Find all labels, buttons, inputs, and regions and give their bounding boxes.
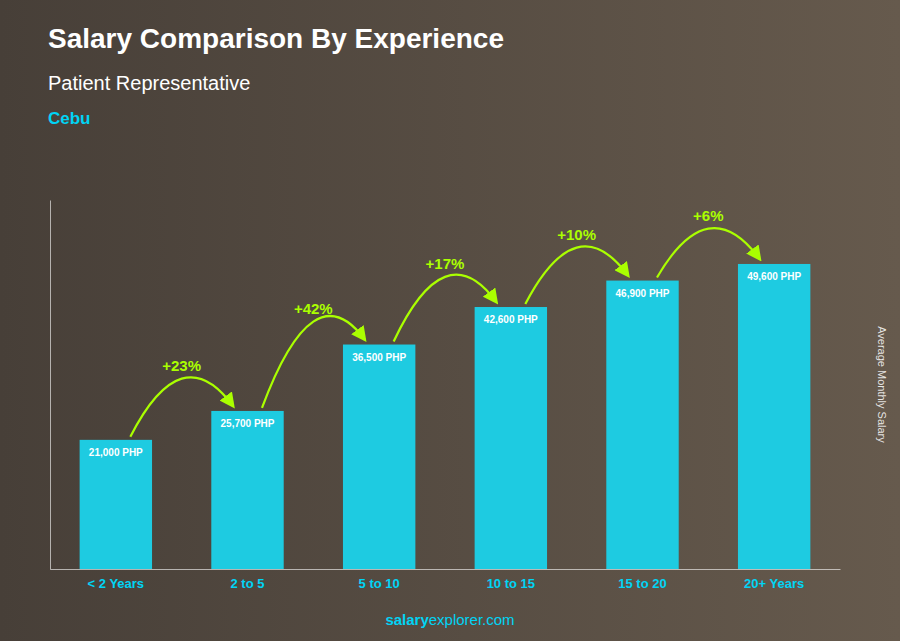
change-arrow — [394, 275, 497, 342]
y-axis-line — [50, 201, 51, 570]
change-label: +23% — [162, 357, 201, 374]
bar — [211, 411, 283, 569]
y-axis — [50, 201, 51, 570]
chart: Salary Comparison By Experience Patient R… — [0, 0, 900, 641]
x-tick-label: 10 to 15 — [487, 576, 535, 591]
change-arrows — [130, 228, 759, 437]
x-tick: 5 to 10 — [359, 576, 400, 591]
change-label: +42% — [294, 300, 333, 317]
x-tick: 10 to 15 — [487, 576, 535, 591]
change-labels: +23% +42% +17% +10% +6% — [162, 207, 723, 374]
y-axis-title: Average Monthly Salary — [876, 326, 888, 443]
x-tick-label: 20+ Years — [744, 576, 804, 591]
x-tick-label: < 2 Years — [88, 576, 145, 591]
bar — [343, 345, 415, 569]
plot: < 2 Years 2 to 5 5 to 10 10 to 15 15 to 20 20… — [51, 201, 841, 592]
change-arrow — [657, 228, 760, 277]
x-tick: 15 to 20 — [618, 576, 666, 591]
change-label: +17% — [426, 255, 465, 272]
data-labels: 21,000 PHP 25,700 PHP 36,500 PHP 42,600 PHP… — [89, 271, 802, 458]
x-tick-label: 15 to 20 — [618, 576, 666, 591]
data-label: 21,000 PHP — [89, 447, 143, 458]
data-label: 25,700 PHP — [221, 418, 275, 429]
data-label: 46,900 PHP — [616, 288, 670, 299]
x-tick: 20+ Years — [744, 576, 804, 591]
footer-part: explorer.com — [429, 611, 515, 628]
x-tick-label: 5 to 10 — [359, 576, 400, 591]
title: Salary Comparison By Experience — [48, 23, 504, 54]
change-arrow — [525, 246, 628, 304]
bar — [738, 264, 810, 569]
change-arrow — [262, 316, 365, 408]
data-label: 42,600 PHP — [484, 314, 538, 325]
footer-part: salary — [385, 611, 429, 628]
x-tick: < 2 Years — [88, 576, 145, 591]
bars — [80, 264, 811, 569]
city: Cebu — [48, 109, 91, 128]
x-tick-label: 2 to 5 — [231, 576, 265, 591]
x-axis: < 2 Years 2 to 5 5 to 10 10 to 15 15 to 20 20… — [51, 570, 841, 592]
data-label: 49,600 PHP — [747, 271, 801, 282]
change-label: +10% — [557, 226, 596, 243]
bar — [475, 307, 547, 569]
bar — [80, 440, 152, 569]
data-label: 36,500 PHP — [352, 352, 406, 363]
subtitle: Patient Representative — [48, 72, 250, 94]
footer: salaryexplorer.com — [385, 611, 514, 628]
x-tick: 2 to 5 — [231, 576, 265, 591]
bar — [606, 281, 678, 569]
x-axis-line — [51, 569, 841, 570]
background — [0, 0, 900, 641]
change-arrow — [130, 377, 233, 437]
change-label: +6% — [693, 207, 723, 224]
